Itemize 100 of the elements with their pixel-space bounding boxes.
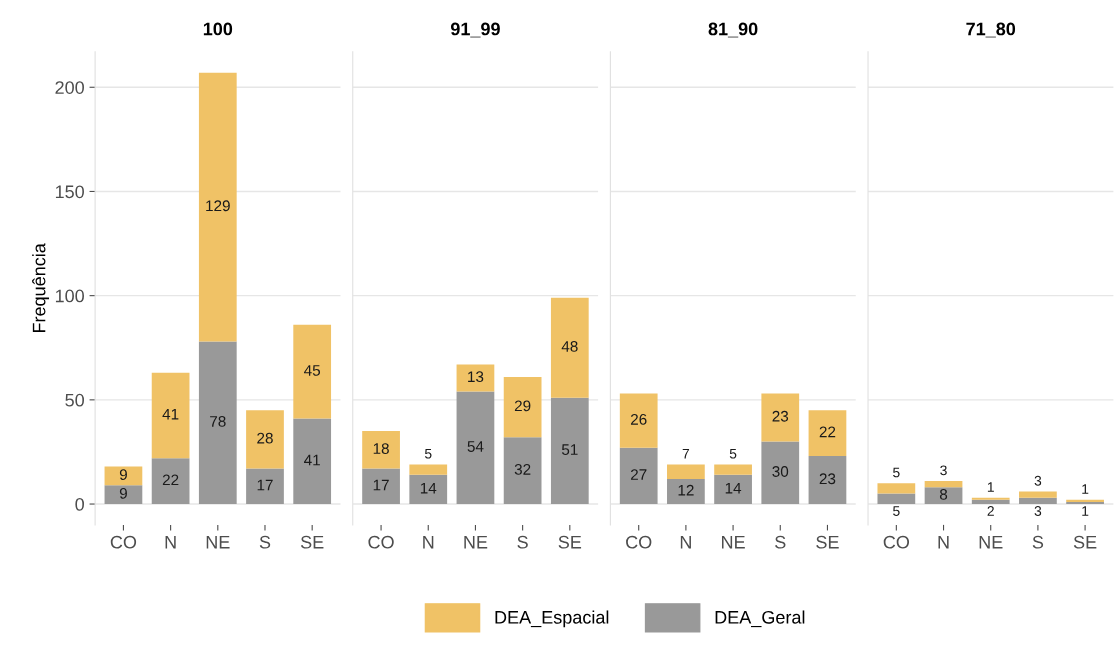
bar bbox=[550, 297, 589, 398]
bar bbox=[503, 376, 542, 438]
x-tick-label: SE bbox=[558, 535, 582, 549]
data-label: 3 bbox=[940, 465, 947, 476]
data-label: 1 bbox=[1082, 484, 1089, 494]
x-tick-label: NE bbox=[464, 535, 488, 549]
bar bbox=[456, 364, 495, 392]
y-tick-label: 150 bbox=[55, 185, 84, 199]
x-tick-label: SE bbox=[300, 535, 324, 549]
bar bbox=[667, 464, 705, 480]
data-label: 17 bbox=[257, 479, 273, 491]
data-label: 18 bbox=[373, 443, 389, 454]
bar bbox=[619, 447, 658, 505]
x-tick-label: N bbox=[165, 535, 176, 549]
x-tick-label: CO bbox=[626, 535, 652, 549]
bar bbox=[761, 393, 800, 442]
data-label: 27 bbox=[630, 469, 647, 480]
data-label: 9 bbox=[119, 487, 127, 499]
bar bbox=[971, 499, 1010, 505]
bar bbox=[714, 464, 752, 475]
data-label: 48 bbox=[561, 341, 578, 352]
x-tick-label: S bbox=[1032, 535, 1044, 549]
bar bbox=[456, 391, 495, 505]
data-label: 23 bbox=[772, 410, 789, 422]
x-tick-label: SE bbox=[1073, 535, 1097, 549]
data-label: 29 bbox=[514, 400, 531, 412]
bar bbox=[971, 497, 1010, 500]
bar bbox=[667, 479, 705, 505]
legend-label: DEA_Espacial bbox=[495, 610, 609, 628]
bar bbox=[293, 418, 332, 505]
data-label: 7 bbox=[682, 448, 690, 459]
data-label: 30 bbox=[772, 466, 789, 477]
data-label: 23 bbox=[819, 473, 836, 485]
data-label: 45 bbox=[304, 365, 321, 376]
x-tick-label: CO bbox=[110, 535, 137, 549]
bar bbox=[409, 464, 448, 475]
bar bbox=[104, 485, 143, 505]
bar bbox=[877, 493, 916, 505]
bar bbox=[246, 410, 284, 469]
x-tick-label: SE bbox=[816, 535, 839, 549]
data-label: 14 bbox=[420, 482, 437, 494]
bar bbox=[761, 441, 800, 505]
legend-label: DEA_Geral bbox=[715, 610, 805, 628]
data-label: 129 bbox=[206, 200, 230, 212]
bar bbox=[503, 437, 542, 505]
bar bbox=[151, 372, 190, 459]
bar bbox=[293, 324, 332, 419]
data-label: 1 bbox=[987, 482, 994, 492]
data-label: 28 bbox=[257, 432, 273, 444]
data-label: 14 bbox=[725, 482, 742, 494]
bar bbox=[924, 487, 963, 505]
bar bbox=[619, 393, 658, 448]
bar bbox=[808, 456, 847, 505]
y-tick-label: 50 bbox=[65, 393, 84, 407]
bar bbox=[1019, 497, 1057, 505]
data-label: 9 bbox=[119, 469, 127, 481]
bar bbox=[877, 483, 916, 494]
data-label: 5 bbox=[893, 467, 900, 478]
data-label: 22 bbox=[819, 426, 836, 438]
bar bbox=[1019, 491, 1057, 498]
y-tick-label: 100 bbox=[55, 289, 84, 303]
data-label: 12 bbox=[678, 484, 694, 496]
chart-title: 100 bbox=[203, 22, 233, 36]
bar bbox=[924, 481, 963, 488]
data-label: 1 bbox=[1082, 506, 1089, 516]
data-label: 54 bbox=[467, 441, 484, 452]
data-label: 13 bbox=[468, 371, 484, 383]
x-tick-label: N bbox=[938, 535, 949, 549]
chart-title: 71_80 bbox=[966, 22, 1016, 38]
data-label: 3 bbox=[1034, 475, 1042, 486]
x-tick-label: CO bbox=[883, 535, 910, 549]
x-tick-label: CO bbox=[368, 535, 394, 549]
bar bbox=[550, 397, 589, 505]
x-tick-label: NE bbox=[206, 535, 230, 549]
bar bbox=[198, 72, 237, 342]
chart-title: 81_90 bbox=[708, 22, 758, 38]
x-tick-label: NE bbox=[979, 535, 1003, 549]
data-label: 3 bbox=[1034, 506, 1042, 516]
x-tick-label: NE bbox=[722, 535, 745, 549]
data-label: 22 bbox=[162, 474, 179, 486]
y-tick-label: 0 bbox=[75, 497, 84, 511]
data-label: 5 bbox=[893, 506, 900, 516]
data-label: 17 bbox=[373, 479, 389, 491]
data-label: 8 bbox=[939, 488, 948, 500]
bar bbox=[151, 458, 190, 505]
data-label: 5 bbox=[424, 448, 432, 459]
bar bbox=[362, 431, 400, 469]
bar bbox=[808, 410, 847, 457]
data-label: 51 bbox=[561, 444, 578, 455]
x-tick-label: S bbox=[259, 535, 271, 549]
chart-title: 91_99 bbox=[450, 22, 500, 38]
x-tick-label: S bbox=[517, 535, 528, 549]
data-label: 26 bbox=[630, 413, 647, 425]
data-label: 78 bbox=[210, 416, 226, 427]
bar bbox=[362, 468, 400, 505]
bar bbox=[198, 341, 237, 505]
data-label: 41 bbox=[304, 454, 320, 466]
data-label: 5 bbox=[729, 448, 737, 459]
y-tick-label: 200 bbox=[55, 81, 84, 94]
data-label: 32 bbox=[514, 463, 531, 475]
